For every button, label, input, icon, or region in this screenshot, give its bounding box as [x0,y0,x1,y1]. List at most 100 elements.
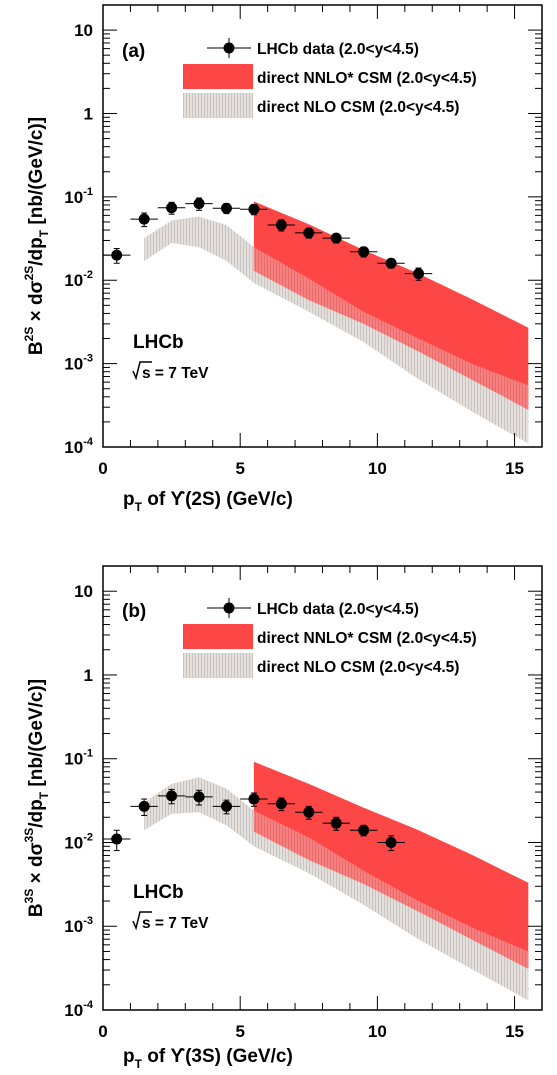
chart0-x-ticks: 0 5 10 15 [98,5,543,478]
chart0-xlabel-rest: of ϒ(2S) (GeV/c) [142,489,293,510]
chart1-point-1 [130,798,158,816]
chart0-nlo-band [144,216,529,444]
chart1-point-9 [349,824,378,837]
chart0-ytick-label-5: 10-4 [64,436,94,457]
chart0-point-3 [185,197,213,211]
chart0-ytick-base-4: 10 [64,355,83,374]
chart0-legend: LHCb data (2.0<y<4.5) direct NNLO* CSM (2… [183,38,477,118]
chart0-xlabel-p: p [123,489,135,510]
chart0-ytick-label-2: 10-1 [64,186,93,207]
chart0-point-5 [240,203,268,216]
chart0-marker-2 [166,202,178,214]
chart0-marker-0 [111,249,123,261]
chart0-bands [144,201,529,444]
chart1-ylabel-sigma-sup: 3S [22,828,36,843]
chart1-ytick-label-4: 10-3 [64,915,93,936]
chart1-y-axis-label: B3S × dσ3S/dpT [nb/(GeV/c)] [22,679,51,917]
chart1-ytick-label-3: 10-2 [64,831,93,852]
chart0-marker-10 [385,257,397,269]
chart1-ylabel-b-sup: 3S [22,889,36,904]
chart0-marker-3 [193,198,205,210]
chart1-x-ticks: 0 5 10 15 [98,566,543,1041]
chart0-experiment-label: LHCb [133,332,184,353]
chart0-ytick-exp-5: -4 [83,436,94,448]
chart0-marker-9 [358,246,370,258]
chart1-point-0 [103,829,131,852]
chart1-ytick-label-2: 10-1 [64,748,93,769]
chart0-ylabel-b-sup: 2S [22,327,36,342]
chart0-xtick-label-1: 5 [235,459,244,478]
chart1-marker-0 [111,833,123,845]
chart0-marker-1 [138,213,150,225]
chart1-xtick-label-2: 10 [368,1022,387,1041]
chart1-ytick-exp-3: -2 [83,831,93,843]
chart0-energy-label: s = 7 TeV [142,365,209,382]
chart1-ytick-base-3: 10 [64,833,83,852]
chart0-xtick-label-3: 15 [505,459,524,478]
chart1-point-2 [157,788,186,805]
chart0-point-7 [295,227,323,239]
chart1-point-8 [322,816,350,831]
chart1-ylabel-b: B [26,903,47,917]
chart0-marker-11 [413,268,425,280]
chart0-ylabel-units: [nb/(GeV/c)] [26,117,47,230]
chart0-sqrt-icon [132,361,152,381]
chart0-legend-marker [223,42,235,54]
chart0-ytick-base-2: 10 [64,188,83,207]
chart1-ytick-label-1: 1 [84,666,93,685]
chart1-legend-label-2: direct NLO CSM (2.0<y<4.5) [257,659,459,676]
chart0-xlabel-sub: T [135,500,143,514]
chart1-legend-label-1: direct NNLO* CSM (2.0<y<4.5) [257,630,477,647]
chart1-marker-4 [220,800,232,812]
chart0-ylabel-sub: T [37,229,51,237]
chart0-legend-swatch-nlo [183,93,253,118]
chart1-ylabel-sub: T [37,791,51,799]
chart1-ytick-base-5: 10 [64,1001,83,1020]
chart1-bands [144,761,529,1001]
chart1-point-4 [212,799,241,815]
chart0-ylabel-b: B [26,341,47,355]
chart1-legend-marker [223,602,235,614]
chart0-data-points [103,197,433,281]
chart1-marker-3 [193,791,205,803]
chart0-legend-swatch-nnlo [183,64,253,89]
chart1-marker-1 [138,800,150,812]
chart0-ylabel-dsigma: × dσ [26,280,47,326]
chart1-ylabel-dp: /dp [26,799,47,828]
chart0-point-1 [130,212,158,228]
chart1-marker-9 [358,824,370,836]
chart0-y-axis-label: B2S × dσ2S/dpT [nb/(GeV/c)] [22,117,51,355]
chart1-xtick-label-3: 15 [505,1022,524,1041]
chart1-xlabel-rest: of ϒ(3S) (GeV/c) [142,1046,293,1067]
chart1-marker-8 [330,817,342,829]
chart1-ytick-label-0: 10 [74,582,93,601]
chart0-legend-label-1: direct NNLO* CSM (2.0<y<4.5) [257,70,477,87]
chart0-ylabel-sigma-sup: 2S [22,266,36,281]
chart0-ytick-label-0: 10 [74,21,93,40]
chart0-marker-5 [248,203,260,215]
chart1-point-7 [295,805,323,820]
chart0-legend-label-0: LHCb data (2.0<y<4.5) [257,41,419,58]
chart0-ytick-label-4: 10-3 [64,353,93,374]
chart1-point-5 [240,792,268,807]
chart0-ytick-exp-4: -3 [83,353,93,365]
chart0-ytick-base-3: 10 [64,271,83,290]
chart0-point-8 [322,232,350,244]
chart1-ytick-base-4: 10 [64,917,83,936]
chart1-ytick-exp-5: -4 [83,999,94,1011]
chart1-ytick-label-5: 10-4 [64,999,94,1020]
chart1-data-points [103,788,405,852]
chart1-nlo-band [144,777,529,1001]
chart1-legend-swatch-nlo [183,653,253,678]
chart0-ytick-base-5: 10 [64,438,83,457]
chart0-xtick-label-0: 0 [98,459,107,478]
chart1-panel-label: (b) [122,601,146,622]
chart0-x-axis-label: pT of ϒ(2S) (GeV/c) [123,489,293,514]
chart1-ylabel-units: [nb/(GeV/c)] [26,679,47,792]
chart0-ytick-label-3: 10-2 [64,269,93,290]
chart0-point-2 [157,201,186,215]
